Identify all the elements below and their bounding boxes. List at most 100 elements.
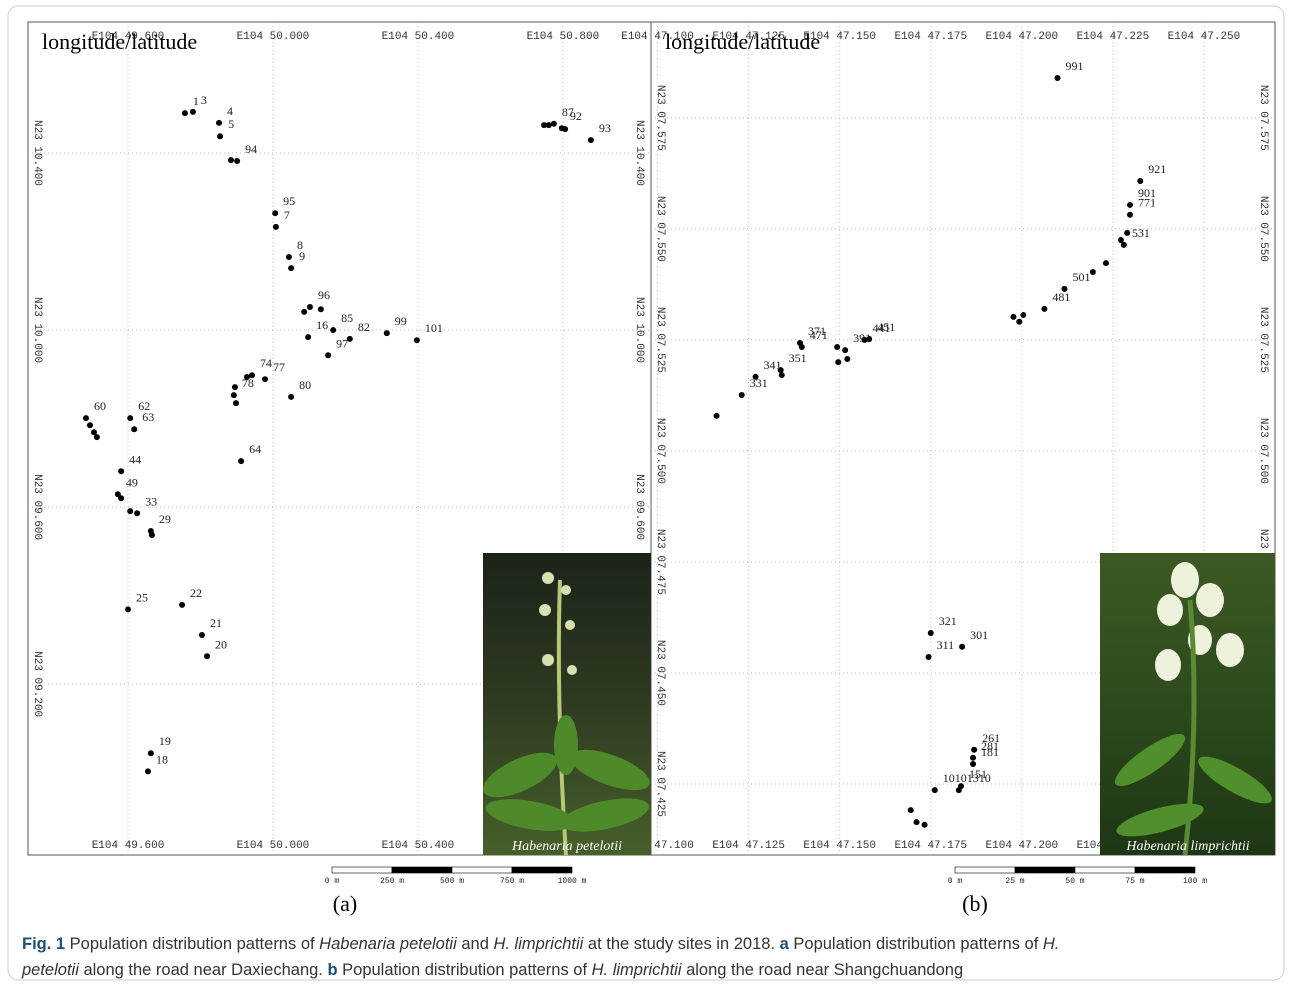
scale-segment [1134,866,1196,874]
scale-segment [954,866,1016,874]
panel-label: (b) [962,891,988,916]
y-tick-label: N23 09.600 [31,474,43,540]
scale-label: 750 m [500,877,524,886]
y-tick-label: N23 07.500 [1257,418,1269,484]
scale-label: 500 m [440,877,464,886]
point [144,768,151,775]
point-label: 92 [570,109,582,123]
point-label: 80 [299,378,311,392]
point-label: 1 [193,94,199,108]
point [248,372,255,379]
point-label: 94 [245,142,257,156]
y-tick-label: N23 07.425 [654,751,666,817]
scale-segment [511,866,573,874]
point-label: 96 [318,288,330,302]
point [844,356,851,363]
point [134,510,141,517]
point [955,787,962,794]
scale-segment [391,866,453,874]
point [970,754,977,761]
panel: E104 49.600 E104 49.600 E104 50.000 E104 50… [28,22,651,916]
point [114,491,121,498]
point [835,359,842,366]
x-tick-label: E104 47.125 [712,31,785,43]
point [842,347,849,354]
point [325,352,332,359]
point-label: 99 [395,314,407,328]
point [1127,201,1134,208]
point [921,821,928,828]
x-tick-label: E104 47.200 [986,840,1059,852]
point-label: 16 [316,318,328,332]
y-tick-label: N23 07.575 [1257,85,1269,151]
point-label: 481 [1052,290,1070,304]
point [1020,312,1027,319]
point [1127,211,1134,218]
point-label: 85 [341,311,353,325]
caption-segment: Population distribution patterns of [65,935,319,953]
point [272,223,279,230]
point [262,376,269,383]
point [587,137,594,144]
caption-segment: a [780,935,790,953]
point [1120,241,1127,248]
point [285,254,292,261]
photo-caption: Habenaria limprichtii [1125,839,1249,854]
point [931,787,938,794]
point-label: 77 [273,360,285,374]
point [861,336,868,343]
panel-title: longitude/latitude [665,29,820,54]
point [127,415,134,422]
y-tick-label: N23 07.550 [1257,196,1269,262]
x-tick-label: E104 47.175 [894,31,967,43]
point [147,750,154,757]
caption-line: Fig. 1 Population distribution patterns … [22,935,1059,953]
scale-label: 75 m [1125,877,1144,886]
point-label: 33 [145,494,157,508]
point [90,429,97,436]
point [189,108,196,115]
point [227,157,234,164]
point-label: 82 [358,320,370,334]
x-tick-label: E104 47.175 [894,840,967,852]
caption-segment: H. limprichtii [592,961,683,979]
point [272,210,279,217]
point-label: 9 [299,249,305,263]
x-tick-label: E104 47.125 [712,840,785,852]
point-label: 281 [981,739,999,753]
point [93,434,100,441]
photo-b [1100,553,1275,855]
point-label: 921 [1148,162,1166,176]
y-tick-label: N23 10.000 [633,297,645,363]
point [1054,74,1061,81]
point-label: 19 [159,734,171,748]
caption-segment: and [457,935,494,953]
caption-segment: H. [1043,935,1060,953]
caption-segment: H. limprichtii [493,935,584,953]
x-tick-label: E104 47.150 [803,31,876,43]
point [346,335,353,342]
point [243,373,250,380]
y-tick-label: N23 07.525 [654,307,666,373]
point-label: 74 [260,356,272,370]
point [238,458,245,465]
y-tick-label: N23 10.400 [633,120,645,186]
point [217,133,224,140]
point [204,653,211,660]
x-tick-label: E104 50.000 [237,31,310,43]
point-label: 991 [1066,59,1084,73]
y-tick-label: N23 07.475 [654,529,666,595]
point [925,653,932,660]
point-label: 87 [562,105,574,119]
photo-caption: Habenaria petelotii [511,839,622,854]
point [413,337,420,344]
point-label: 78 [242,376,254,390]
point [148,531,155,538]
point-label: 64 [249,442,261,456]
point-label: 60 [94,399,106,413]
photo-a [483,553,651,855]
scale-segment [331,866,393,874]
point [541,122,548,129]
